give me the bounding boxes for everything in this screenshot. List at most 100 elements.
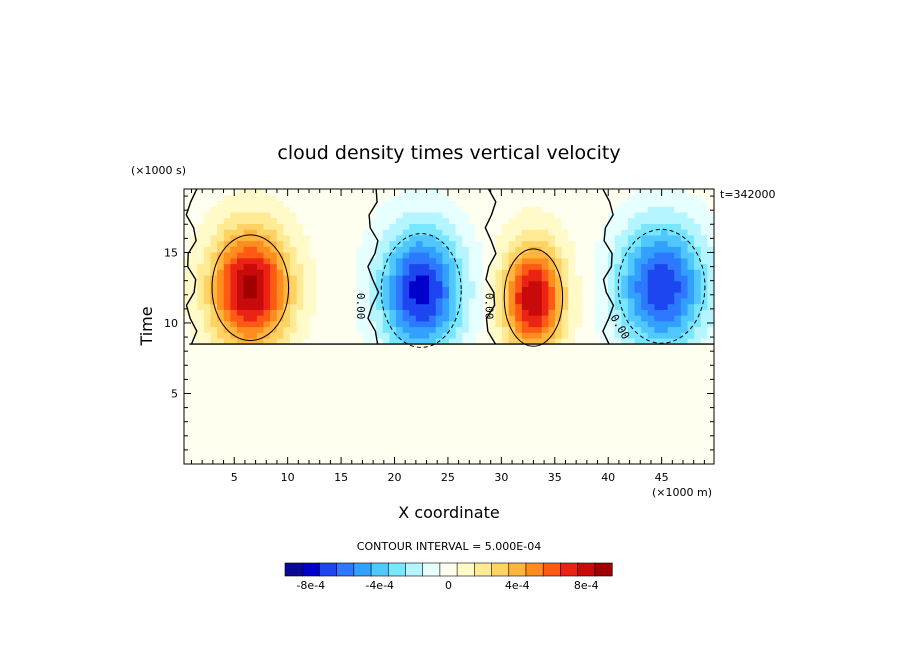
heatmap-cell (303, 269, 311, 276)
heatmap-cell (521, 274, 530, 282)
heatmap-cell (674, 269, 682, 276)
heatmap-cell (263, 240, 271, 247)
heatmap-cell (634, 303, 642, 310)
heatmap-cell (521, 223, 530, 230)
heatmap-cell (435, 189, 443, 196)
heatmap-cell (429, 234, 437, 242)
heatmap-cell (396, 297, 404, 305)
heatmap-cell (455, 326, 463, 333)
heatmap-cell (382, 309, 390, 316)
heatmap-cell (382, 200, 390, 207)
heatmap-cell (568, 229, 576, 236)
heatmap-cell (296, 246, 304, 253)
heatmap-cell (541, 217, 549, 224)
heatmap-cell (429, 280, 437, 287)
heatmap-cell (707, 194, 714, 202)
heatmap-cell (462, 292, 470, 299)
heatmap-cell (468, 297, 477, 305)
heatmap-cell (455, 337, 463, 345)
heatmap-cell (561, 292, 569, 299)
heatmap-cell (223, 206, 231, 213)
heatmap-cell (455, 223, 463, 230)
heatmap-cell (376, 229, 384, 236)
heatmap-cell (462, 297, 470, 305)
heatmap-cell (555, 274, 563, 282)
heatmap-cell (568, 332, 576, 339)
heatmap-cell (309, 286, 318, 293)
heatmap-cell (296, 223, 304, 230)
heatmap-cell (237, 211, 245, 219)
heatmap-cell (415, 303, 424, 310)
heatmap-cell (449, 223, 457, 230)
x-tick-label: 5 (231, 471, 238, 484)
heatmap-cell (396, 280, 404, 287)
heatmap-cell (667, 217, 675, 224)
heatmap-cell (250, 309, 258, 316)
heatmap-cell (369, 257, 377, 265)
heatmap-cell (442, 286, 450, 293)
heatmap-cell (362, 263, 371, 270)
heatmap-cell (488, 252, 496, 259)
heatmap-cell (389, 269, 397, 276)
heatmap-cell (508, 297, 516, 305)
heatmap-cell (455, 263, 463, 270)
heatmap-cell (535, 206, 543, 213)
heatmap-cell (303, 297, 311, 305)
heatmap-cell (429, 211, 437, 219)
heatmap-cell (594, 292, 602, 299)
heatmap-cell (634, 280, 642, 287)
heatmap-cell (621, 257, 629, 265)
heatmap-cell (521, 234, 530, 242)
heatmap-cell (621, 211, 629, 219)
heatmap-cell (502, 315, 510, 322)
heatmap-cell (356, 332, 364, 339)
heatmap-cell (197, 309, 205, 316)
heatmap-cell (674, 286, 682, 293)
heatmap-cell (608, 292, 616, 299)
heatmap-cell (680, 229, 689, 236)
heatmap-cell (422, 337, 430, 345)
heatmap-cell (674, 320, 682, 328)
heatmap-cell (203, 297, 212, 305)
heatmap-cell (290, 263, 298, 270)
heatmap-cell (680, 297, 689, 305)
heatmap-cell (661, 280, 669, 287)
heatmap-cell (203, 309, 212, 316)
heatmap-cell (574, 257, 583, 265)
heatmap-cell (468, 263, 477, 270)
heatmap-cell (687, 252, 695, 259)
heatmap-cell (409, 326, 417, 333)
heatmap-cell (217, 309, 225, 316)
heatmap-cell (521, 257, 530, 265)
heatmap-cell (614, 303, 622, 310)
heatmap-cell (296, 263, 304, 270)
heatmap-cell (568, 263, 576, 270)
heatmap-cell (535, 257, 543, 265)
heatmap-cell (256, 246, 265, 253)
heatmap-cell (217, 217, 225, 224)
heatmap-cell (263, 337, 271, 345)
heatmap-cell (574, 292, 583, 299)
heatmap-cell (429, 320, 437, 328)
heatmap-cell (382, 206, 390, 213)
heatmap-cell (217, 263, 225, 270)
heatmap-cell (309, 263, 318, 270)
contour-line (380, 233, 462, 348)
heatmap-cell (515, 292, 523, 299)
heatmap-cell (468, 229, 477, 236)
heatmap-cell (270, 337, 278, 345)
heatmap-cell (362, 286, 371, 293)
heatmap-cell (409, 297, 417, 305)
heatmap-cell (680, 246, 689, 253)
heatmap-cell (528, 252, 536, 259)
heatmap-cell (667, 229, 675, 236)
heatmap-cell (468, 292, 477, 299)
heatmap-cell (594, 246, 602, 253)
heatmap-cell (283, 286, 291, 293)
heatmap-cell (614, 315, 622, 322)
heatmap-cell (647, 217, 655, 224)
heatmap-cell (210, 229, 218, 236)
heatmap-cell (488, 326, 496, 333)
heatmap-cell (276, 274, 284, 282)
heatmap-cell (555, 257, 563, 265)
